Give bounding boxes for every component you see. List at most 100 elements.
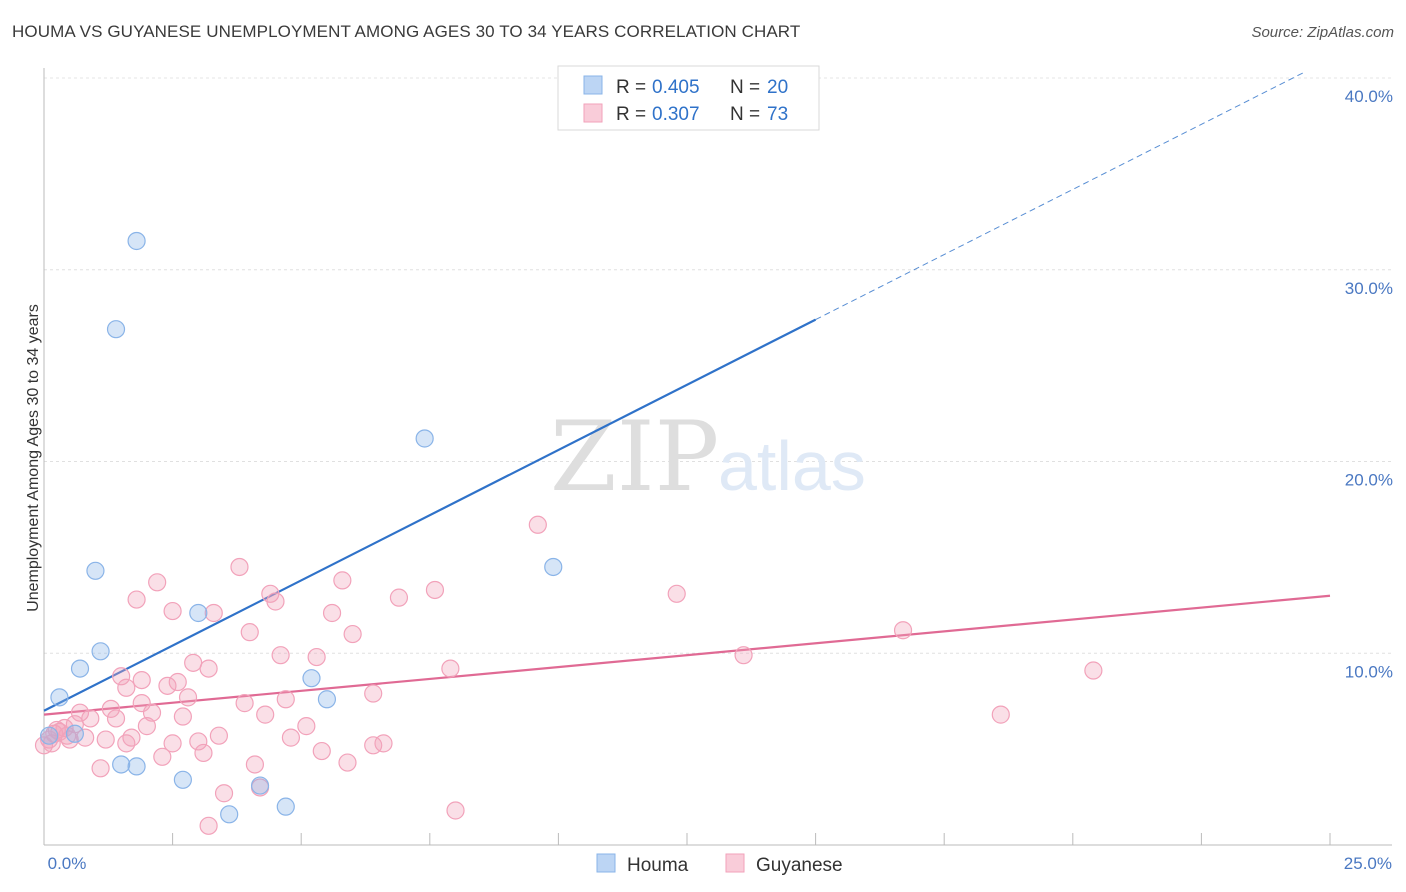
- legend-swatch-guyanese: [583, 103, 603, 123]
- houma-point: [65, 724, 84, 743]
- guyanese-point: [158, 676, 177, 695]
- guyanese-point: [425, 580, 445, 600]
- chart-title: HOUMA VS GUYANESE UNEMPLOYMENT AMONG AGE…: [12, 22, 801, 41]
- houma-point: [70, 659, 90, 678]
- houma-point: [127, 231, 146, 251]
- guyanese-point: [271, 646, 290, 665]
- chart-source: Source: ZipAtlas.com: [1251, 24, 1394, 41]
- data-points: [34, 88, 1103, 835]
- guyanese-point: [528, 515, 547, 534]
- legend-swatch-houma: [583, 75, 603, 95]
- houma-point: [317, 690, 337, 709]
- guyanese-point: [256, 705, 275, 724]
- guyanese-point: [178, 688, 198, 707]
- guyanese-point: [106, 709, 126, 728]
- houma-point: [276, 797, 295, 816]
- trend-line-houma: [43, 318, 817, 712]
- trend-line-guyanese: [43, 594, 1331, 716]
- guyanese-point: [322, 603, 342, 623]
- guyanese-point: [163, 601, 182, 621]
- guyanese-point: [734, 646, 753, 665]
- x-tick-label-min: 0.0%: [48, 854, 87, 873]
- y-tick-label: 30.0%: [1345, 279, 1393, 298]
- guyanese-point: [96, 730, 115, 749]
- guyanese-point: [163, 734, 182, 753]
- guyanese-point: [199, 659, 218, 678]
- guyanese-point: [240, 623, 259, 642]
- legend-guyanese-n-label: N =: [730, 104, 760, 125]
- bottom-legend-swatch-guyanese: [725, 853, 745, 873]
- guyanese-point: [117, 678, 136, 697]
- guyanese-point: [364, 684, 383, 703]
- guyanese-point: [281, 728, 301, 747]
- guyanese-point: [312, 741, 331, 761]
- guyanese-point: [204, 603, 223, 623]
- guyanese-point: [245, 755, 265, 774]
- guyanese-point: [389, 588, 409, 607]
- guyanese-point: [189, 732, 208, 751]
- guyanese-point: [276, 690, 295, 709]
- legend-houma-n-value: 20: [767, 77, 788, 98]
- watermark-zip: ZIP: [550, 401, 719, 513]
- legend-guyanese-r-label: R =: [616, 104, 646, 125]
- legend-houma-n-label: N =: [730, 77, 760, 98]
- houma-point: [40, 726, 59, 745]
- guyanese-point: [1084, 661, 1103, 680]
- guyanese-point: [374, 734, 393, 753]
- watermark: ZIP atlas: [550, 401, 866, 513]
- trend-lines: [43, 71, 1331, 716]
- guyanese-point: [230, 557, 249, 577]
- axes: 10.0% 20.0% 30.0% 40.0% 0.0% 25.0%: [43, 68, 1393, 873]
- bottom-legend-houma: Houma: [627, 855, 689, 876]
- guyanese-point: [137, 717, 156, 736]
- houma-point: [173, 770, 192, 789]
- guyanese-point: [893, 621, 913, 640]
- bottom-legend-guyanese: Guyanese: [756, 855, 843, 876]
- trend-line-houma-projection: [815, 71, 1305, 321]
- guyanese-point: [667, 584, 686, 603]
- houma-point: [250, 776, 270, 795]
- guyanese-point: [142, 703, 162, 722]
- legend-guyanese-r-value: 0.307: [652, 104, 700, 125]
- houma-point: [106, 320, 126, 339]
- guyanese-point: [307, 647, 326, 667]
- houma-point: [544, 557, 563, 577]
- guyanese-point: [122, 728, 141, 747]
- guyanese-point: [441, 659, 460, 678]
- guyanese-point: [297, 717, 316, 736]
- guyanese-point: [343, 624, 362, 644]
- houma-point: [189, 603, 208, 623]
- x-tick-label-max: 25.0%: [1344, 854, 1392, 873]
- guyanese-point: [70, 703, 90, 722]
- guyanese-point: [112, 667, 131, 686]
- houma-point: [91, 642, 110, 661]
- guyanese-point: [338, 753, 357, 772]
- y-tick-label: 10.0%: [1345, 662, 1393, 681]
- houma-point: [112, 755, 131, 774]
- houma-point: [86, 561, 105, 580]
- watermark-atlas: atlas: [718, 427, 866, 505]
- guyanese-point: [148, 573, 167, 592]
- legend-houma-r-label: R =: [616, 77, 646, 98]
- guyanese-point: [184, 653, 203, 672]
- guyanese-point: [235, 694, 254, 713]
- legend-guyanese-n-value: 73: [767, 104, 788, 125]
- guyanese-point: [991, 705, 1010, 724]
- guyanese-point: [266, 592, 285, 611]
- guyanese-point: [91, 759, 110, 778]
- guyanese-point: [117, 734, 136, 753]
- y-tick-label: 20.0%: [1345, 471, 1393, 490]
- legend-houma-r-value: 0.405: [652, 77, 700, 98]
- guyanese-point: [199, 816, 218, 835]
- guyanese-point: [446, 801, 465, 820]
- guyanese-point: [127, 590, 146, 609]
- guyanese-point: [209, 726, 228, 745]
- guyanese-point: [81, 709, 100, 728]
- guyanese-point: [153, 747, 172, 766]
- guyanese-point: [173, 707, 192, 726]
- houma-point: [220, 805, 239, 824]
- houma-point: [127, 757, 146, 776]
- houma-point: [415, 429, 434, 448]
- legend-bottom: Houma Guyanese: [596, 853, 843, 876]
